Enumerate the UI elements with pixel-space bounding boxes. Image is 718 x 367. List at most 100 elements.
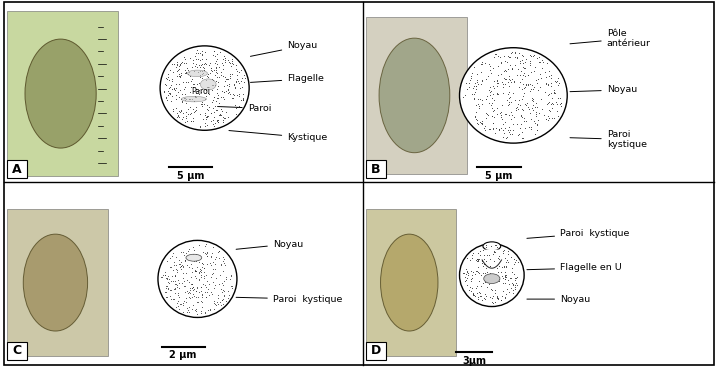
Point xyxy=(187,302,198,308)
Point xyxy=(204,261,215,266)
Point xyxy=(467,252,478,258)
Point xyxy=(475,119,486,125)
Point xyxy=(165,278,177,284)
Point xyxy=(469,80,480,86)
Point xyxy=(490,273,501,279)
Point xyxy=(200,77,211,83)
Point xyxy=(212,250,223,255)
Point xyxy=(230,66,242,72)
Point xyxy=(201,249,213,255)
Point xyxy=(503,127,514,133)
Point xyxy=(518,115,530,120)
Point xyxy=(540,116,551,122)
Point xyxy=(523,88,535,94)
Point xyxy=(511,54,523,60)
Point xyxy=(218,56,229,62)
Point xyxy=(174,73,186,79)
Point xyxy=(226,61,238,66)
Point xyxy=(213,255,225,261)
Point xyxy=(219,115,230,121)
Point xyxy=(491,295,503,301)
Point xyxy=(475,61,487,66)
FancyBboxPatch shape xyxy=(366,160,386,178)
Ellipse shape xyxy=(181,97,207,102)
Point xyxy=(184,104,195,110)
Point xyxy=(160,83,172,88)
Point xyxy=(236,78,247,84)
Point xyxy=(176,98,187,104)
Point xyxy=(180,70,192,76)
Point xyxy=(219,256,230,262)
Point xyxy=(506,66,518,72)
Point xyxy=(510,54,521,60)
Point xyxy=(188,286,200,292)
Point xyxy=(191,288,202,294)
Point xyxy=(546,80,557,86)
Point xyxy=(233,93,244,99)
Point xyxy=(471,120,482,126)
Point xyxy=(226,58,238,63)
Point xyxy=(546,83,557,89)
Point xyxy=(208,300,219,306)
Point xyxy=(461,86,472,91)
Point xyxy=(206,291,218,297)
Point xyxy=(510,275,521,281)
Point xyxy=(544,107,555,113)
Point xyxy=(187,251,199,257)
Point xyxy=(195,267,206,273)
Point xyxy=(203,292,215,298)
Point xyxy=(465,76,477,81)
Point xyxy=(225,63,236,69)
Point xyxy=(490,242,502,248)
Point xyxy=(180,270,192,276)
Point xyxy=(194,255,205,261)
Point xyxy=(468,83,480,88)
Point xyxy=(517,81,528,87)
Point xyxy=(498,127,509,133)
Point xyxy=(167,296,179,302)
Point xyxy=(174,263,186,269)
Point xyxy=(201,278,213,284)
Point xyxy=(524,58,536,64)
Point xyxy=(197,291,208,297)
Point xyxy=(478,295,490,301)
Point xyxy=(165,265,177,270)
Point xyxy=(465,73,477,79)
Point xyxy=(480,110,492,116)
Point xyxy=(231,104,243,110)
Point xyxy=(457,94,469,99)
Point xyxy=(513,97,525,103)
Point xyxy=(167,267,179,273)
Point xyxy=(507,66,518,72)
Point xyxy=(469,292,480,298)
Point xyxy=(186,257,197,263)
Point xyxy=(201,123,213,128)
Point xyxy=(525,110,536,116)
Point xyxy=(476,78,488,84)
Point xyxy=(196,295,208,301)
Point xyxy=(209,53,220,59)
Point xyxy=(488,115,500,120)
Point xyxy=(485,102,497,108)
Point xyxy=(200,251,211,257)
Point xyxy=(215,112,227,118)
Point xyxy=(207,76,218,82)
Point xyxy=(509,282,521,288)
Point xyxy=(505,109,516,115)
Point xyxy=(493,262,505,268)
Point xyxy=(488,54,500,60)
Point xyxy=(467,250,479,256)
Text: Noyau: Noyau xyxy=(570,86,637,94)
Point xyxy=(495,59,507,65)
Point xyxy=(526,105,537,111)
Point xyxy=(536,96,547,102)
Point xyxy=(214,272,225,278)
Point xyxy=(551,78,563,84)
Point xyxy=(193,91,205,97)
Point xyxy=(190,288,202,294)
Point xyxy=(237,95,248,101)
Point xyxy=(171,301,182,306)
Point xyxy=(480,265,491,270)
Point xyxy=(210,67,222,73)
Point xyxy=(166,296,177,302)
